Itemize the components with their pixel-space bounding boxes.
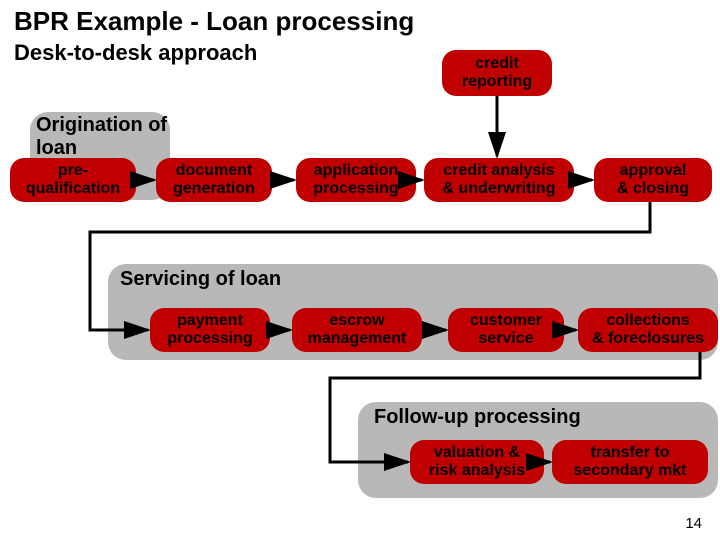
node-document-generation: documentgeneration xyxy=(156,158,272,202)
node-collections: collections& foreclosures xyxy=(578,308,718,352)
label-origination: Origination ofloan xyxy=(36,114,167,160)
label-followup: Follow-up processing xyxy=(374,406,581,429)
node-credit-analysis: credit analysis& underwriting xyxy=(424,158,574,202)
page-number: 14 xyxy=(685,515,702,532)
label-servicing: Servicing of loan xyxy=(120,268,281,291)
node-valuation: valuation &risk analysis xyxy=(410,440,544,484)
node-credit-reporting: creditreporting xyxy=(442,50,552,96)
node-customer-service: customerservice xyxy=(448,308,564,352)
node-transfer: transfer tosecondary mkt xyxy=(552,440,708,484)
node-approval-closing: approval& closing xyxy=(594,158,712,202)
page-subtitle: Desk-to-desk approach xyxy=(14,40,257,66)
node-escrow-management: escrowmanagement xyxy=(292,308,422,352)
node-pre-qualification: pre-qualification xyxy=(10,158,136,202)
page-title: BPR Example - Loan processing xyxy=(14,6,414,37)
node-payment-processing: paymentprocessing xyxy=(150,308,270,352)
node-application-processing: applicationprocessing xyxy=(296,158,416,202)
